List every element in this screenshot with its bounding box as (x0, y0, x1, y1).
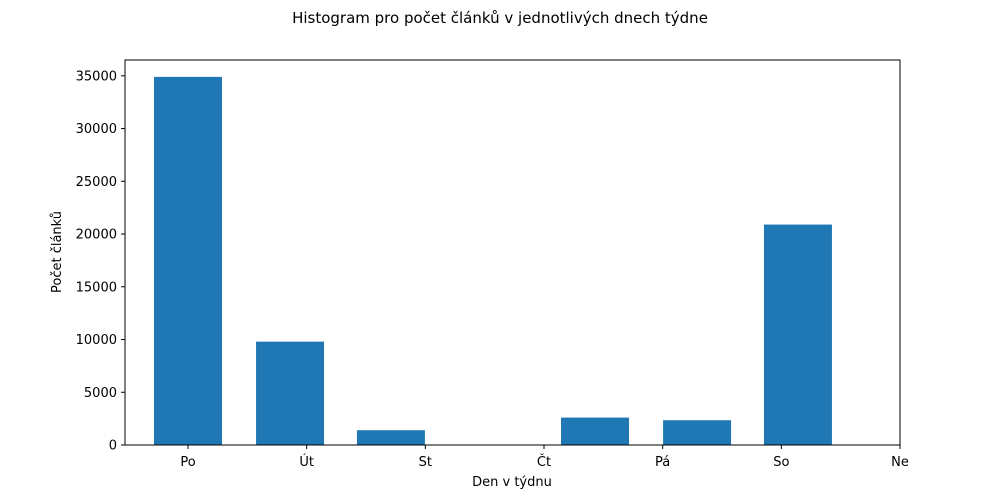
y-tick-label-6: 30000 (76, 122, 117, 137)
x-axis-label: Den v týdnu (472, 475, 552, 490)
x-tick-label-5: So (773, 455, 789, 470)
y-tick-label-1: 5000 (84, 386, 117, 401)
plot-frame (124, 59, 901, 446)
x-tick-label-1: Út (299, 454, 314, 470)
y-axis-label: Počet článků (50, 211, 65, 293)
x-tick-label-3: Čt (537, 454, 551, 470)
y-tick-label-7: 35000 (76, 69, 117, 84)
x-tick-label-0: Po (180, 455, 195, 470)
y-tick-label-2: 10000 (76, 333, 117, 348)
bar-1 (256, 341, 325, 445)
bar-6 (763, 224, 832, 445)
bar-0 (154, 76, 222, 445)
x-tick-label-2: St (419, 455, 432, 470)
bar-5 (663, 420, 732, 445)
y-axis-ticks: 0 5000 10000 15000 20000 25000 30000 35000 (76, 69, 125, 454)
y-tick-label-3: 15000 (76, 280, 117, 295)
bar-4 (561, 417, 630, 445)
y-tick-label-4: 20000 (76, 228, 117, 243)
x-tick-label-6: Ne (891, 455, 909, 470)
chart-title: Histogram pro počet článků v jednotlivýc… (292, 9, 708, 27)
y-tick-label-5: 25000 (76, 175, 117, 190)
bar-2 (356, 430, 425, 445)
y-tick-label-0: 0 (109, 439, 117, 454)
x-tick-label-4: Pá (655, 455, 670, 470)
x-axis-ticks: Po Út St Čt Pá So Ne (180, 445, 909, 470)
bars-group (154, 76, 832, 445)
